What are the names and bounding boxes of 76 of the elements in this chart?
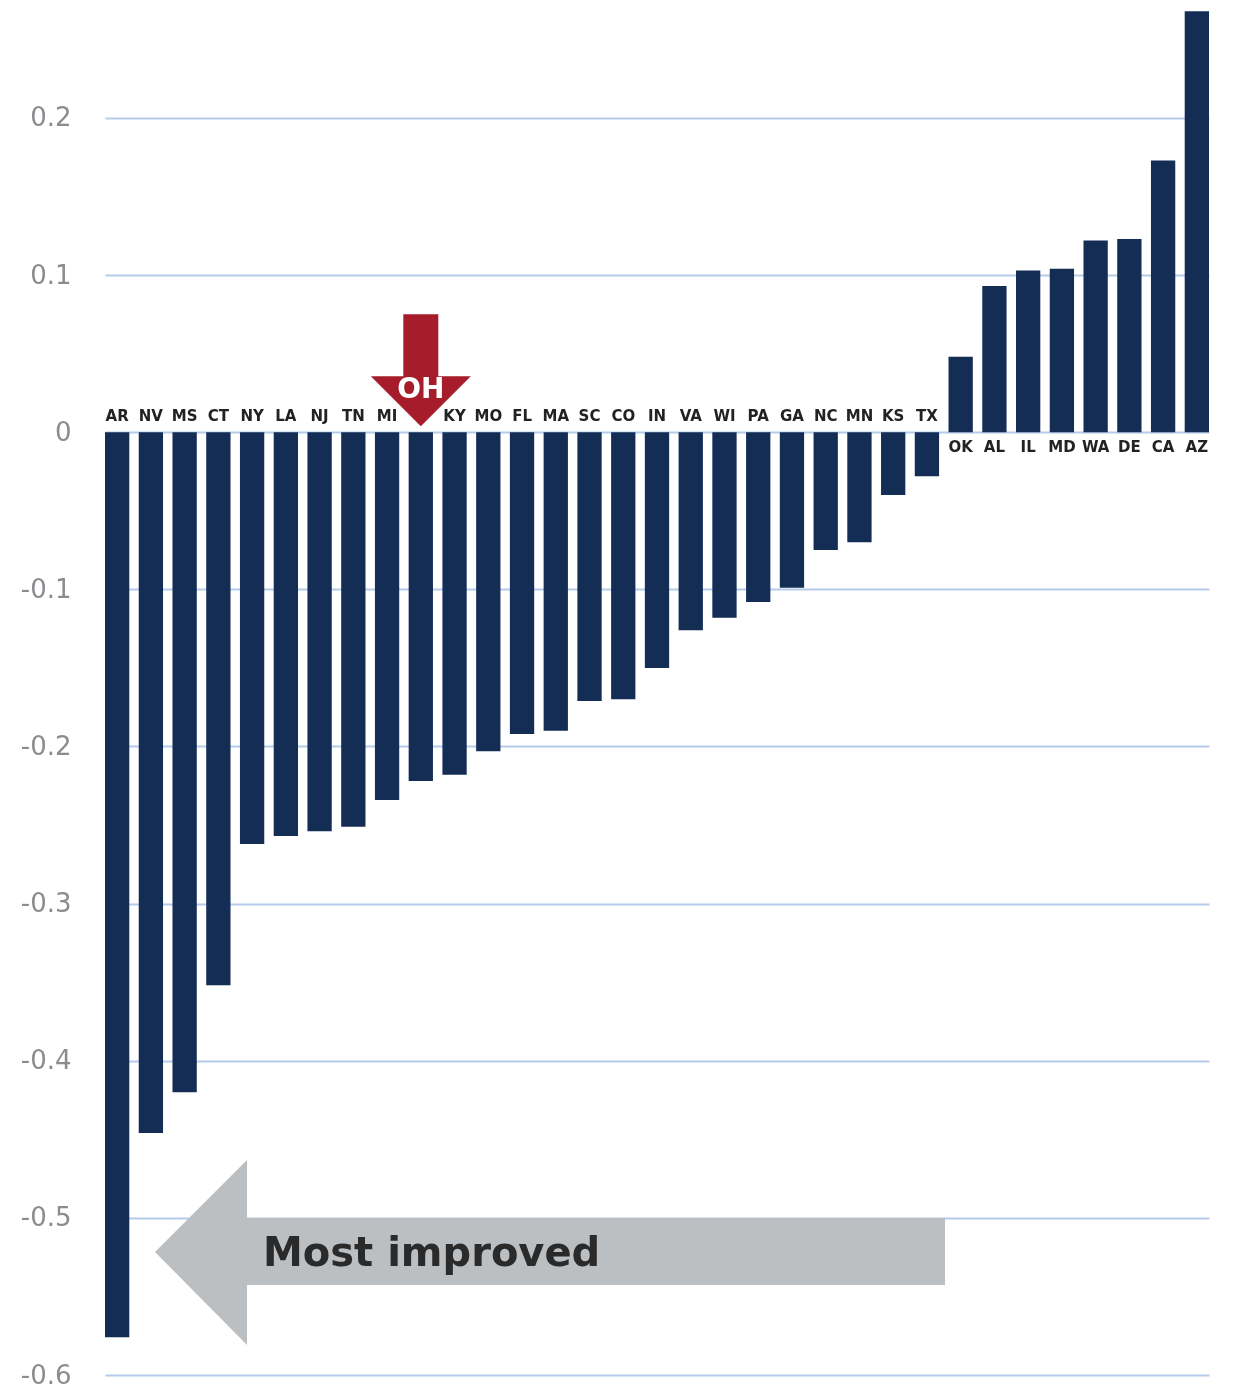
bar (408, 432, 433, 782)
bar (881, 432, 906, 496)
bar (374, 432, 400, 800)
y-tick-label: 0.2 (30, 102, 72, 133)
bar (1016, 270, 1041, 433)
bar (239, 432, 265, 844)
bar (712, 432, 737, 618)
x-tick-label: OK (948, 438, 975, 457)
x-tick-label: MN (845, 407, 874, 426)
x-tick-label: TX (916, 407, 939, 426)
bar (1117, 238, 1142, 433)
bar (746, 432, 771, 602)
x-tick-label: CT (207, 407, 230, 426)
bar (543, 432, 568, 731)
x-tick-label: MA (542, 407, 570, 426)
bar (172, 432, 197, 1093)
bar (307, 432, 332, 832)
bar (982, 286, 1007, 433)
bar (509, 432, 535, 734)
bar (948, 356, 973, 433)
bar (476, 432, 501, 752)
x-tick-label: NV (138, 407, 164, 426)
bar (341, 432, 366, 827)
x-tick-label: DE (1118, 438, 1141, 457)
bar (577, 432, 602, 701)
bar (273, 432, 298, 837)
bar (779, 432, 805, 588)
x-tick-label: WA (1081, 438, 1110, 457)
x-tick-label: KY (443, 407, 467, 426)
bar (442, 432, 467, 775)
x-tick-label: AR (105, 407, 130, 426)
bar (847, 432, 872, 543)
x-tick-label: IL (1020, 438, 1037, 457)
y-tick-label: 0 (54, 416, 72, 447)
bar (1150, 160, 1176, 433)
bar (138, 432, 164, 1134)
bar (611, 432, 636, 700)
x-tick-label: AL (983, 438, 1006, 457)
bar (1049, 268, 1075, 433)
annotation: Most improved (263, 1229, 601, 1275)
y-tick-label: -0.1 (20, 573, 72, 604)
x-tick-label: PA (747, 407, 770, 426)
x-tick-label: VA (679, 407, 703, 426)
y-tick-label: -0.4 (20, 1045, 72, 1076)
bar (914, 432, 940, 477)
x-tick-label: KS (881, 407, 905, 426)
bar (1184, 11, 1209, 433)
y-tick-label: -0.3 (20, 888, 72, 919)
x-tick-label: MO (474, 407, 503, 426)
x-tick-label: AZ (1185, 438, 1209, 457)
x-tick-label: MS (171, 407, 198, 426)
x-tick-label: GA (780, 407, 805, 426)
bar (678, 432, 703, 631)
y-tick-label: 0.1 (30, 259, 72, 290)
x-tick-label: LA (275, 407, 297, 426)
x-tick-label: NC (813, 407, 838, 426)
bar (813, 432, 838, 551)
x-tick-label: SC (578, 407, 601, 426)
x-tick-label: IN (647, 407, 667, 426)
x-tick-label: NJ (310, 407, 329, 426)
y-tick-label: -0.2 (20, 730, 72, 761)
x-tick-label: CA (1151, 438, 1175, 457)
x-tick-label: NY (240, 407, 265, 426)
x-tick-label: MI (376, 407, 398, 426)
bar (1083, 240, 1108, 433)
x-tick-label: FL (512, 407, 533, 426)
bar (105, 432, 130, 1338)
x-tick-label: CO (611, 407, 636, 426)
y-tick-label: -0.5 (20, 1202, 72, 1233)
bar (644, 432, 670, 668)
annotation: OH (397, 372, 445, 406)
x-tick-label: WI (713, 407, 736, 426)
bar (206, 432, 231, 986)
x-tick-label: TN (341, 407, 365, 426)
y-tick-label: -0.6 (20, 1359, 72, 1385)
x-tick-label: MD (1048, 438, 1076, 457)
